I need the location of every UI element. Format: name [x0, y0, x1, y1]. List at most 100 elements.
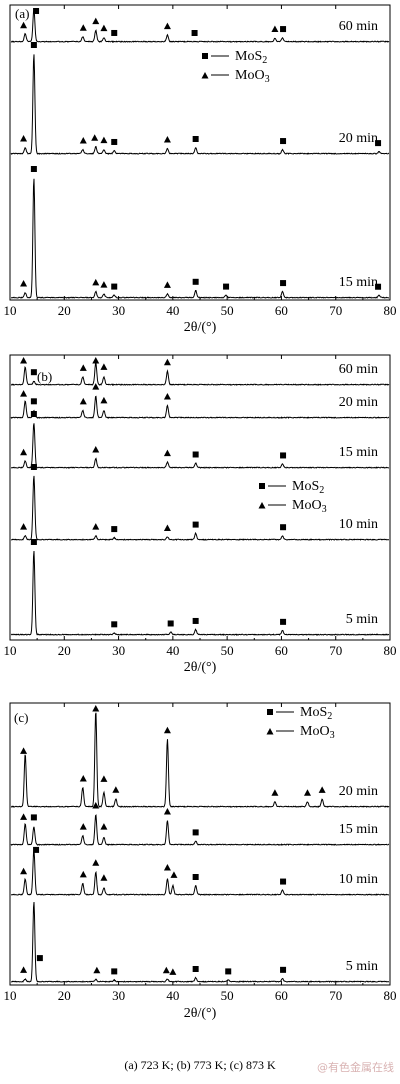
panel-0-xtick-label: 30	[112, 303, 125, 318]
figure-caption: (a) 723 K; (b) 773 K; (c) 873 K	[124, 1058, 276, 1072]
panel-0-series-0-moo3-marker	[92, 17, 100, 25]
panel-0-series-0-mos2-marker	[191, 30, 198, 36]
panel-0-xtick-label: 50	[221, 303, 234, 318]
panel-0-xtick-label: 70	[329, 303, 342, 318]
panel-1-legend-label-0: MoS2	[292, 479, 324, 496]
panel-2-xtick-label: 30	[112, 988, 125, 1003]
panel-1-trace-4	[10, 550, 390, 636]
panel-0-series-1-mos2-marker	[192, 136, 199, 142]
panel-0-series-1-mos2-marker	[30, 42, 37, 48]
panel-1-xtick-label: 50	[221, 643, 234, 658]
panel-2-series-2-moo3-marker	[79, 870, 87, 878]
panel-2-series-3-moo3-marker	[20, 966, 28, 973]
panel-0-trace-0	[10, 9, 390, 43]
panel-1-trace-0	[10, 361, 390, 386]
panel-1-series-2-label: 15 min	[339, 445, 378, 460]
panel-1-series-0-mos2-marker	[30, 369, 37, 376]
panel-1-series-4-label: 5 min	[346, 612, 378, 627]
panel-2-xtick-label: 60	[275, 988, 288, 1003]
panel-2-trace-1	[10, 814, 390, 846]
panel-0-series-0-mos2-marker	[33, 8, 40, 14]
panel-2-xtick-label: 10	[4, 988, 17, 1003]
panel-0-series-2-mos2-marker	[280, 280, 287, 287]
panel-2-series-0-moo3-marker	[112, 786, 120, 793]
panel-1-series-2-moo3-marker	[163, 449, 171, 457]
panel-2-series-2-mos2-marker	[280, 878, 287, 885]
panel-2-label: (c)	[14, 710, 28, 725]
panel-2-xtick-label: 20	[58, 988, 71, 1003]
panel-1-series-0-label: 60 min	[339, 362, 378, 377]
panel-2-series-3-mos2-marker	[36, 955, 43, 962]
panel-1-legend-mos2-marker	[259, 483, 265, 489]
panel-1-series-1-moo3-marker	[163, 393, 171, 400]
panel-0-series-2-moo3-marker	[163, 281, 171, 288]
panel-1-trace-2	[11, 423, 389, 469]
panel-1-series-3-label: 10 min	[339, 517, 378, 532]
panel-2-series-2-label: 10 min	[339, 872, 378, 887]
panel-2-series-0-moo3-marker	[163, 726, 171, 734]
panel-0-series-0-moo3-marker	[20, 21, 28, 29]
panel-0-series-0-moo3-marker	[79, 24, 87, 31]
panel-1-frame	[9, 354, 391, 641]
panel-1-trace-3	[10, 475, 389, 541]
panel-2-series-2-moo3-marker	[20, 867, 28, 875]
panel-1-series-0-moo3-marker	[163, 358, 171, 366]
panel-2-xtick-label: 50	[221, 988, 234, 1003]
panel-0-series-2-mos2-marker	[111, 283, 118, 290]
panel-2-series-1-label: 15 min	[339, 822, 378, 837]
panel-2-trace-0	[10, 712, 390, 808]
panel-0-series-2-moo3-marker	[92, 278, 100, 286]
panel-0-series-0-moo3-marker	[271, 25, 279, 33]
panel-1-series-4-mos2-marker	[167, 620, 174, 627]
panel-0-legend-mos2-marker	[202, 53, 208, 59]
panel-0-xtick-label: 40	[166, 303, 179, 318]
panel-2-series-0-moo3-marker	[92, 705, 100, 712]
panel-1-xtick-label: 10	[4, 643, 17, 658]
panel-2-trace-3	[10, 901, 389, 983]
panel-2-xtick-label: 80	[384, 988, 397, 1003]
panel-0-series-1-moo3-marker	[20, 135, 28, 142]
panel-0-series-2-mos2-marker	[375, 283, 382, 290]
panel-2-series-3-mos2-marker	[111, 968, 118, 975]
panel-2-series-1-moo3-marker	[20, 813, 28, 820]
panel-2-series-0-moo3-marker	[20, 747, 28, 754]
panel-0-xlabel: 2θ/(°)	[184, 320, 217, 335]
panel-1-series-3-mos2-marker	[280, 524, 287, 531]
panel-1-trace-1	[10, 395, 390, 419]
panel-1-series-2-moo3-marker	[20, 448, 28, 456]
panel-0-series-2-mos2-marker	[30, 166, 37, 172]
watermark-text: @有色金属在线	[317, 1061, 394, 1074]
panel-1-series-3-mos2-marker	[30, 464, 37, 470]
panel-2-xtick-label: 70	[329, 988, 342, 1003]
panel-0-trace-2	[11, 178, 389, 299]
panel-1-series-1-moo3-marker	[100, 396, 108, 404]
panel-0-series-0-mos2-marker	[111, 29, 118, 36]
panel-0-series-1-label: 20 min	[339, 131, 378, 146]
panel-2-series-3-moo3-marker	[93, 966, 101, 974]
panel-2-series-0-moo3-marker	[318, 786, 326, 793]
panel-2-series-1-moo3-marker	[79, 823, 87, 830]
panel-2-legend-label-1: MoO3	[300, 724, 335, 741]
panel-0-series-1-moo3-marker	[79, 137, 87, 144]
panel-0-xtick-label: 60	[275, 303, 288, 318]
panel-1-xtick-label: 80	[384, 643, 397, 658]
panel-1-series-2-moo3-marker	[92, 446, 100, 453]
panel-2-series-2-mos2-marker	[33, 846, 40, 853]
panel-2-series-3-moo3-marker	[169, 968, 177, 975]
panel-1-series-4-mos2-marker	[111, 621, 118, 628]
panel-2-series-2-mos2-marker	[192, 874, 199, 880]
panel-1-series-0-moo3-marker	[20, 357, 28, 364]
panel-2-series-1-mos2-marker	[192, 829, 199, 836]
panel-1-series-0-moo3-marker	[100, 363, 108, 370]
panel-1-series-3-mos2-marker	[192, 521, 199, 528]
panel-2-series-2-moo3-marker	[100, 874, 108, 881]
panel-2-series-2-moo3-marker	[163, 864, 171, 871]
panel-2-legend-mos2-marker	[267, 709, 273, 715]
panel-0-series-1-mos2-marker	[111, 138, 118, 145]
panel-2-series-1-mos2-marker	[30, 814, 37, 821]
panel-0-xtick-label: 10	[4, 303, 17, 318]
panel-1-xtick-label: 20	[58, 643, 71, 658]
panel-2-series-0-moo3-marker	[79, 775, 87, 782]
panel-2-legend-moo3-marker	[266, 728, 274, 735]
panel-0-label: (a)	[15, 6, 29, 21]
